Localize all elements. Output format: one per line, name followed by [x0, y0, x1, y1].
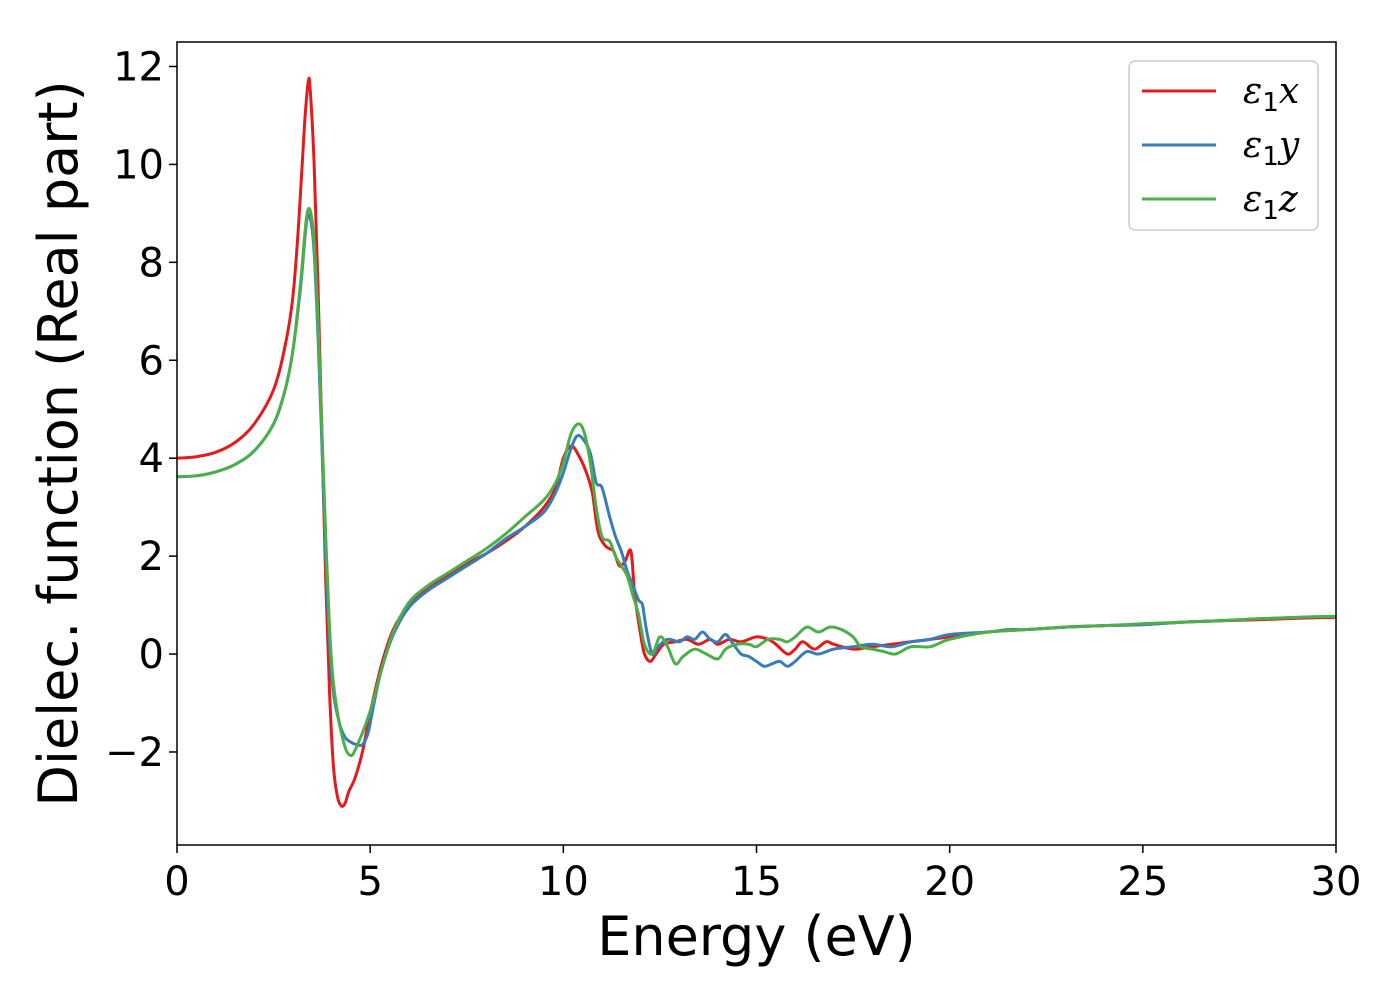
- legend-box: [1128, 60, 1319, 231]
- x-axis-label: Energy (eV): [597, 905, 916, 968]
- y-axis: −2 0 2 4 6 8 10 12: [105, 44, 177, 776]
- x-tick-label: 20: [924, 859, 975, 905]
- x-tick-label: 30: [1311, 859, 1362, 905]
- y-tick-label: 10: [113, 142, 164, 188]
- series-line-z: [177, 206, 1336, 758]
- y-tick-label: −2: [105, 730, 164, 776]
- x-tick-label: 10: [538, 859, 589, 905]
- series-layer: [177, 76, 1336, 808]
- y-axis-label: Dielec. function (Real part): [27, 80, 90, 806]
- y-tick-label: 12: [113, 44, 164, 90]
- y-tick-label: 6: [139, 338, 164, 384]
- legend-label-y: ε1y: [1243, 125, 1300, 172]
- x-tick-label: 25: [1117, 859, 1168, 905]
- y-tick-label: 2: [139, 534, 164, 580]
- x-axis: 0 5 10 15 20 25 30: [164, 845, 1361, 905]
- y-tick-label: 0: [139, 632, 164, 678]
- legend-label-x: ε1x: [1243, 71, 1299, 118]
- x-tick-label: 5: [357, 859, 382, 905]
- legend-items: ε1x ε1y ε1z: [1142, 71, 1300, 226]
- y-tick-label: 8: [139, 240, 164, 286]
- y-tick-label: 4: [139, 436, 164, 482]
- x-tick-label: 15: [731, 859, 782, 905]
- legend-label-z: ε1z: [1243, 179, 1299, 226]
- legend: ε1x ε1y ε1z: [1128, 60, 1319, 231]
- x-tick-label: 0: [164, 859, 189, 905]
- series-line-y: [177, 213, 1336, 748]
